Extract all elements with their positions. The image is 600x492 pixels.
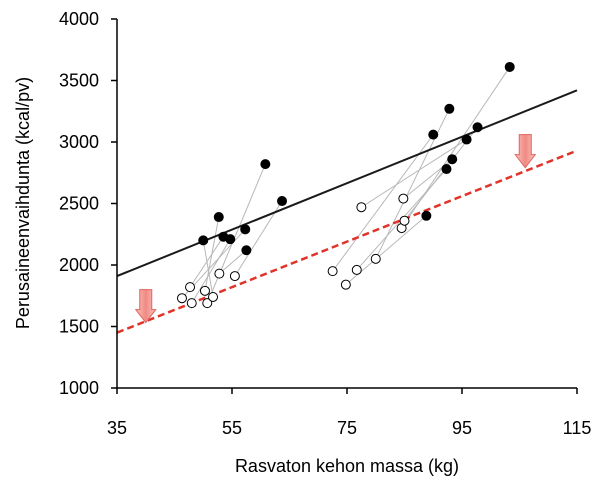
data-point-filled — [213, 212, 224, 223]
y-tick-label: 4000 — [59, 9, 99, 29]
data-point-filled — [461, 134, 472, 145]
data-point-open — [370, 253, 381, 264]
data-point-filled — [421, 210, 432, 221]
data-point-filled — [504, 61, 515, 72]
data-point-open — [229, 271, 240, 282]
annotation-arrows — [134, 134, 537, 324]
y-ticks: 1000 1500 2000 2500 3000 3500 4000 — [59, 9, 117, 398]
data-point-open — [199, 285, 210, 296]
x-tick-label: 115 — [563, 418, 592, 438]
y-tick-label: 2500 — [59, 194, 99, 214]
data-point-filled — [241, 245, 252, 256]
solid-trend-line — [116, 89, 578, 277]
pair-connector — [191, 238, 231, 304]
pair-connectors — [181, 66, 511, 304]
x-ticks: 35 55 75 95 115 — [107, 388, 591, 438]
data-point-open — [356, 202, 367, 213]
data-point-filled — [240, 224, 251, 235]
y-tick-label: 3000 — [59, 132, 99, 152]
data-point-filled — [198, 235, 209, 246]
y-tick-label: 2000 — [59, 255, 99, 275]
data-point-filled — [260, 159, 271, 170]
pair-connector — [189, 236, 224, 288]
data-point-open — [399, 215, 410, 226]
data-point-open — [202, 298, 213, 309]
data-points — [176, 61, 515, 309]
y-axis-title: Perusaineenvaihdunta (kcal/pv) — [13, 77, 33, 329]
data-point-filled — [225, 234, 236, 245]
pair-connector — [206, 163, 266, 304]
down-arrow-icon — [134, 289, 157, 324]
data-point-open — [214, 268, 225, 279]
y-tick-label: 1500 — [59, 317, 99, 337]
x-tick-label: 75 — [337, 418, 357, 438]
data-point-open — [186, 298, 197, 309]
axes — [116, 19, 577, 389]
data-point-open — [185, 282, 196, 293]
data-point-open — [340, 279, 351, 290]
pair-connector — [202, 240, 214, 298]
data-point-filled — [447, 154, 458, 165]
data-point-open — [327, 266, 338, 277]
pair-connector — [375, 108, 450, 260]
x-tick-label: 55 — [222, 418, 242, 438]
pair-connector — [401, 66, 511, 229]
x-tick-label: 95 — [452, 418, 472, 438]
data-point-filled — [444, 103, 455, 114]
y-tick-label: 1000 — [59, 378, 99, 398]
data-point-filled — [428, 129, 439, 140]
pair-connector — [332, 134, 434, 272]
data-point-filled — [441, 164, 452, 175]
data-point-filled — [472, 122, 483, 133]
data-point-open — [398, 193, 409, 204]
pair-connector — [361, 139, 467, 208]
down-arrow-icon — [514, 134, 537, 169]
dashed-trend-line — [116, 149, 578, 334]
data-point-filled — [277, 196, 288, 207]
y-tick-label: 3500 — [59, 71, 99, 91]
pair-connector — [219, 249, 247, 274]
data-point-open — [176, 293, 187, 304]
data-point-open — [351, 264, 362, 275]
x-axis-title: Rasvaton kehon massa (kg) — [235, 456, 459, 476]
x-tick-label: 35 — [107, 418, 127, 438]
data-point-open — [208, 291, 219, 302]
